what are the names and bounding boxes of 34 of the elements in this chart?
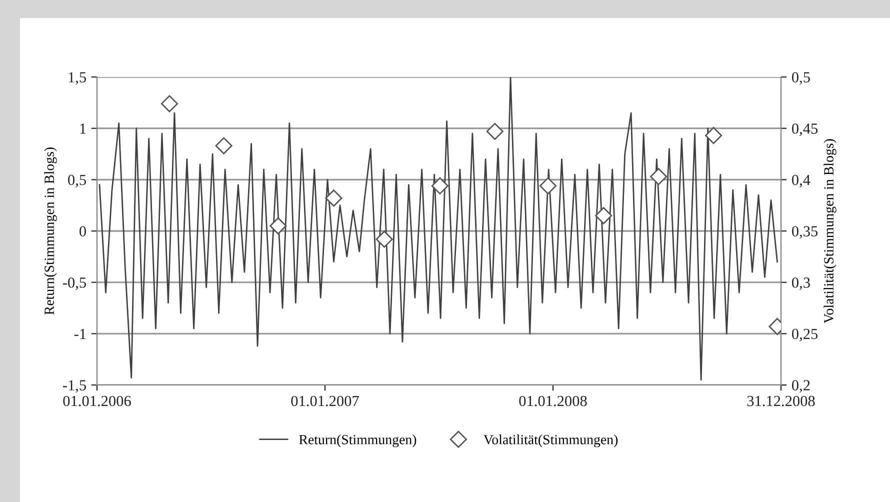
x-tick-label: 01.01.2006 bbox=[63, 396, 131, 406]
y2-axis-title: Volatilität(Stimmungen in Blogs) bbox=[824, 139, 836, 324]
point bbox=[376, 230, 393, 248]
y-tick-label: -1 bbox=[74, 328, 86, 339]
y2-tick-label: 0,2 bbox=[792, 380, 810, 393]
point bbox=[325, 190, 342, 207]
x-tick-label: 01.01.2007 bbox=[291, 396, 359, 406]
legend-label: Volatilität(Stimmungen) bbox=[484, 434, 618, 448]
y-tick-label: -1,5 bbox=[62, 380, 86, 393]
y2-tick-label: 0,45 bbox=[792, 123, 818, 136]
x-tick-label: 31.12.2008 bbox=[747, 396, 815, 406]
y2-tick-label: 0,25 bbox=[792, 328, 818, 342]
y-tick-label: 0,5 bbox=[68, 174, 86, 188]
y2-tick-label: 0,3 bbox=[792, 277, 810, 290]
x-tick-label: 01.01.2008 bbox=[519, 396, 587, 406]
point bbox=[704, 126, 722, 144]
y-tick-label: 1 bbox=[80, 124, 86, 134]
y-tick-label: -0,5 bbox=[62, 277, 86, 290]
y2-tick-label: 0,5 bbox=[792, 72, 810, 85]
point bbox=[539, 177, 557, 194]
point bbox=[270, 217, 287, 234]
y2-tick-label: 0,35 bbox=[792, 226, 818, 239]
line-series bbox=[98, 77, 778, 381]
point bbox=[486, 122, 504, 140]
point bbox=[650, 168, 668, 186]
y2-tick-label: 0,4 bbox=[792, 174, 810, 188]
y-tick-label: 1,5 bbox=[68, 72, 86, 85]
point bbox=[595, 207, 612, 224]
point bbox=[431, 177, 448, 194]
y-tick-label: 0 bbox=[80, 226, 86, 236]
point bbox=[215, 137, 232, 154]
y-axis-title: Return(Stimmungen in Blogs) bbox=[44, 148, 57, 315]
legend-label: Return(Stimmungen) bbox=[299, 434, 416, 448]
point bbox=[160, 95, 178, 112]
